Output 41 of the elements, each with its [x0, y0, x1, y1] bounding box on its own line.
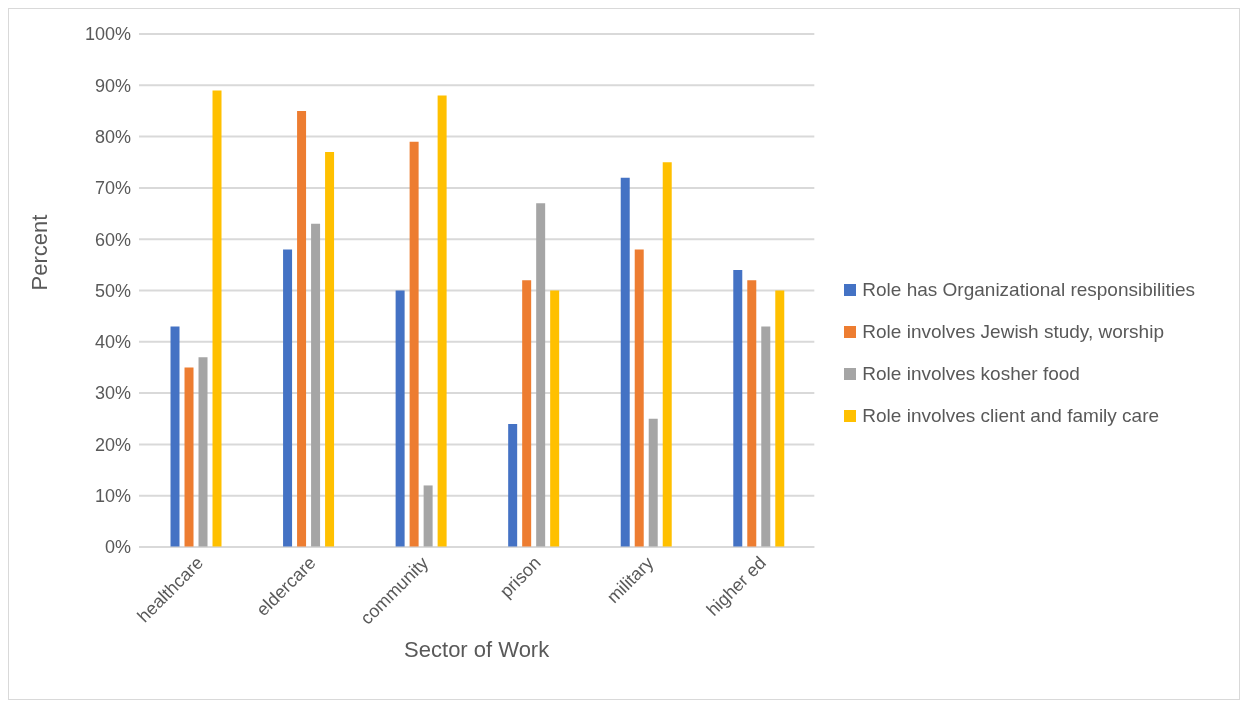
bar — [508, 423, 518, 547]
legend-label: Role has Organizational responsibilities — [862, 278, 1195, 302]
bar — [634, 249, 644, 547]
bar — [761, 326, 771, 547]
bar — [184, 367, 194, 547]
y-tick-label: 40% — [94, 332, 131, 353]
bar — [662, 162, 672, 547]
y-tick-label: 60% — [94, 229, 131, 250]
bar — [198, 357, 208, 547]
bar — [325, 151, 335, 547]
bar — [550, 290, 560, 547]
bar — [423, 485, 433, 547]
bar — [395, 290, 405, 547]
bar — [437, 95, 447, 547]
legend-label: Role involves Jewish study, worship — [862, 320, 1164, 344]
y-tick-label: 0% — [104, 537, 131, 558]
bar — [311, 223, 321, 547]
bar — [212, 90, 222, 547]
y-tick-label: 70% — [94, 178, 131, 199]
bar — [536, 203, 546, 547]
bar — [775, 290, 785, 547]
y-tick-label: 50% — [94, 280, 131, 301]
bar — [747, 280, 757, 547]
legend-label: Role involves kosher food — [862, 362, 1080, 386]
y-tick-label: 20% — [94, 434, 131, 455]
bar — [620, 177, 630, 547]
x-axis-title: Sector of Work — [404, 637, 551, 662]
bar — [648, 418, 658, 547]
y-tick-label: 100% — [84, 24, 131, 45]
bar — [733, 269, 743, 547]
bar — [297, 110, 307, 547]
legend-label: Role involves client and family care — [862, 404, 1160, 428]
bar — [522, 280, 532, 547]
bar — [409, 141, 419, 547]
y-tick-label: 30% — [94, 383, 131, 404]
y-tick-label: 90% — [94, 75, 131, 96]
y-tick-label: 80% — [94, 126, 131, 147]
bar — [283, 249, 293, 547]
bar — [170, 326, 180, 547]
y-tick-label: 10% — [94, 486, 131, 507]
y-axis-title: Percent — [26, 214, 52, 291]
